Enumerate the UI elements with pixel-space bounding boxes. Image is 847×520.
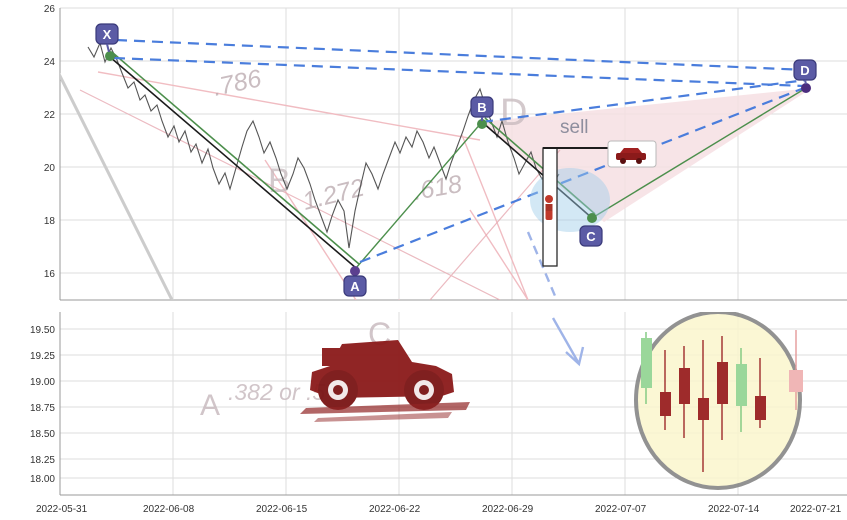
main-y-ticklabels: 26 24 22 20 18 16 (44, 4, 56, 280)
ytick: 18 (44, 216, 56, 227)
point-d-marker (801, 83, 811, 93)
ytick: 22 (44, 110, 56, 121)
ytick: 19.00 (30, 377, 55, 388)
jeep-watermark (300, 340, 470, 422)
ytick: 26 (44, 4, 56, 15)
point-a-label: A (350, 279, 360, 294)
ytick: 20 (44, 163, 56, 174)
xtick: 2022-07-21 (790, 504, 842, 515)
grey-guide-line (60, 72, 174, 300)
lower-y-ticklabels: 19.50 19.25 19.00 18.75 18.50 18.25 18.0… (30, 325, 55, 485)
ytick: 19.25 (30, 351, 55, 362)
point-a-marker (350, 266, 360, 276)
person-icon (545, 195, 553, 220)
candle (660, 350, 671, 430)
point-x-marker (105, 51, 115, 61)
ytick: 19.50 (30, 325, 55, 336)
point-d-badge[interactable]: D (793, 59, 817, 85)
sell-label: sell (560, 117, 589, 138)
candle (736, 348, 747, 432)
projection-arrow-down (526, 231, 559, 300)
big-letter-a: A (200, 389, 220, 422)
point-x-label: X (103, 27, 112, 42)
ytick: 18.00 (30, 474, 55, 485)
projection-arrow (551, 317, 585, 367)
candle (641, 332, 652, 404)
projection-lines (113, 38, 807, 264)
big-letter-d: D (500, 92, 527, 134)
xtick: 2022-05-31 (36, 504, 88, 515)
xtick: 2022-06-29 (482, 504, 534, 515)
point-b-badge[interactable]: B (470, 96, 494, 121)
price-line (87, 41, 560, 249)
candlestick-series (641, 330, 803, 472)
xtick: 2022-06-22 (369, 504, 421, 515)
point-x-badge[interactable]: X (95, 23, 119, 53)
xtick: 2022-06-08 (143, 504, 195, 515)
candle (789, 330, 803, 410)
car-icon-callout (607, 140, 657, 168)
candle (755, 358, 766, 428)
ytick: 24 (44, 57, 56, 68)
point-b-marker (477, 119, 487, 129)
ytick: 16 (44, 269, 56, 280)
main-panel (59, 7, 847, 301)
x-ticklabels: 2022-05-31 2022-06-08 2022-06-15 2022-06… (36, 504, 842, 515)
xtick: 2022-07-07 (595, 504, 647, 515)
highlight-ellipse-blue (530, 168, 610, 232)
point-c-marker (587, 213, 597, 223)
ytick: 18.75 (30, 403, 55, 414)
candle (717, 336, 728, 440)
point-c-badge[interactable]: C (579, 225, 603, 247)
fib-construction-lines-2 (79, 89, 561, 300)
point-b-label: B (477, 100, 486, 115)
lower-faded-letters: A C .382 or .5 (200, 316, 391, 422)
ytick: 18.50 (30, 429, 55, 440)
point-c-label: C (586, 229, 596, 244)
harmonic-pattern-legs (109, 52, 807, 269)
xtick: 2022-07-14 (708, 504, 760, 515)
point-a-badge[interactable]: A (343, 275, 367, 297)
xtick: 2022-06-15 (256, 504, 308, 515)
ytick: 18.25 (30, 455, 55, 466)
candle (679, 346, 690, 438)
point-d-label: D (800, 63, 809, 78)
fib-382-or-5-label: .382 or .5 (228, 379, 325, 405)
candle (698, 340, 709, 472)
harmonic-points: X A B C (95, 23, 817, 297)
